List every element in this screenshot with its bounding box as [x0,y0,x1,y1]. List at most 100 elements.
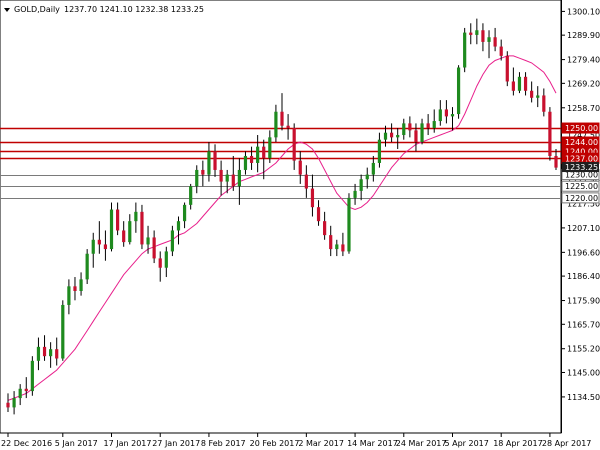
candle-body [85,253,89,280]
candle-body [426,123,430,129]
price-tick-label: 1175.90 [567,297,600,306]
candle-body [268,137,272,159]
time-tick-label: 5 Apr 2017 [444,439,488,448]
candle-body [402,123,406,136]
candle-body [310,188,315,208]
candle [55,337,59,366]
candle [517,72,522,94]
price-tick-label: 1155.20 [567,345,600,354]
candle-body [548,111,552,156]
candle [371,155,375,182]
candle [79,272,83,296]
candle [316,200,321,226]
time-tick-label: 27 Jan 2017 [152,439,200,448]
candle [469,23,473,45]
candle-body [335,244,339,250]
horizontal-levels [0,127,561,199]
ma-line [7,55,557,401]
chart-header: GOLD,Daily 1237.70 1241.10 1232.38 1233.… [4,5,204,14]
candle [420,118,424,145]
candle [475,18,479,45]
candle [91,232,95,268]
candle [493,27,497,52]
candle [42,335,47,361]
candle-body [353,190,357,198]
candle [256,135,260,173]
candle [463,27,467,73]
candle-body [554,155,558,168]
price-tick-label: 1134.50 [567,393,600,402]
price-tick-label: 1196.60 [567,248,600,257]
time-tick-label: 14 Mar 2017 [347,439,398,448]
candle-body [432,121,436,129]
candle [554,148,558,170]
candle [390,123,394,143]
candle [304,165,308,198]
level-label-box [561,180,600,192]
candle-body [164,251,168,268]
candle [128,214,132,245]
candle-body [396,135,400,138]
candle-body [122,230,126,243]
candle-body [134,211,138,222]
candle-body [542,95,546,112]
candle-body [189,186,193,205]
level-label: 1225.00 [565,182,598,191]
candle-body [530,90,534,98]
candle-body [274,111,278,138]
time-tick-label: 5 Jan 2017 [55,439,98,448]
candle [353,183,357,205]
candle [122,221,126,247]
candle-body [249,155,254,163]
candle-body [55,349,59,359]
candle [523,72,528,96]
candle-body [109,209,114,250]
candle [225,169,229,194]
candle [67,279,71,315]
candle [383,125,388,147]
candle-body [170,230,174,252]
candle [505,51,509,87]
candle-body [219,169,223,182]
candle [450,107,455,131]
candle-body [475,30,479,35]
candle-body [390,132,394,138]
level-label: 1220.00 [565,194,598,203]
plot-area [0,0,562,434]
candle-body [116,209,120,231]
candle [365,167,369,189]
candle-body [377,139,382,163]
candle [499,39,503,61]
candle-body [79,279,83,291]
candle [536,86,540,108]
candle-body [36,346,41,361]
time-tick-label: 8 Feb 2017 [201,439,246,448]
candle-body [341,244,345,252]
candle [189,183,193,210]
candle [195,165,199,194]
candle-body [487,37,491,42]
candlesticks [6,18,558,415]
candle-body [347,197,351,252]
candle-body [140,211,144,245]
candle-body [365,174,369,180]
candle [49,342,53,368]
time-tick-label: 28 Apr 2017 [542,439,591,448]
candle [438,100,442,126]
candle [97,221,101,254]
time-tick-label: 18 Apr 2017 [493,439,542,448]
candle-body [225,174,229,182]
level-label: 1237.00 [565,154,598,163]
dropdown-triangle-icon[interactable] [4,8,10,12]
candle-body [91,239,95,254]
candle [323,211,327,240]
candle-body [103,244,108,250]
price-tick-label: 1217.50 [567,200,600,209]
candle [73,277,77,301]
price-tick-label: 1289.90 [567,31,600,40]
moving-average [7,55,557,401]
candle-body [158,258,162,268]
candle [164,246,168,278]
candle-body [12,398,16,408]
candle [207,142,211,182]
